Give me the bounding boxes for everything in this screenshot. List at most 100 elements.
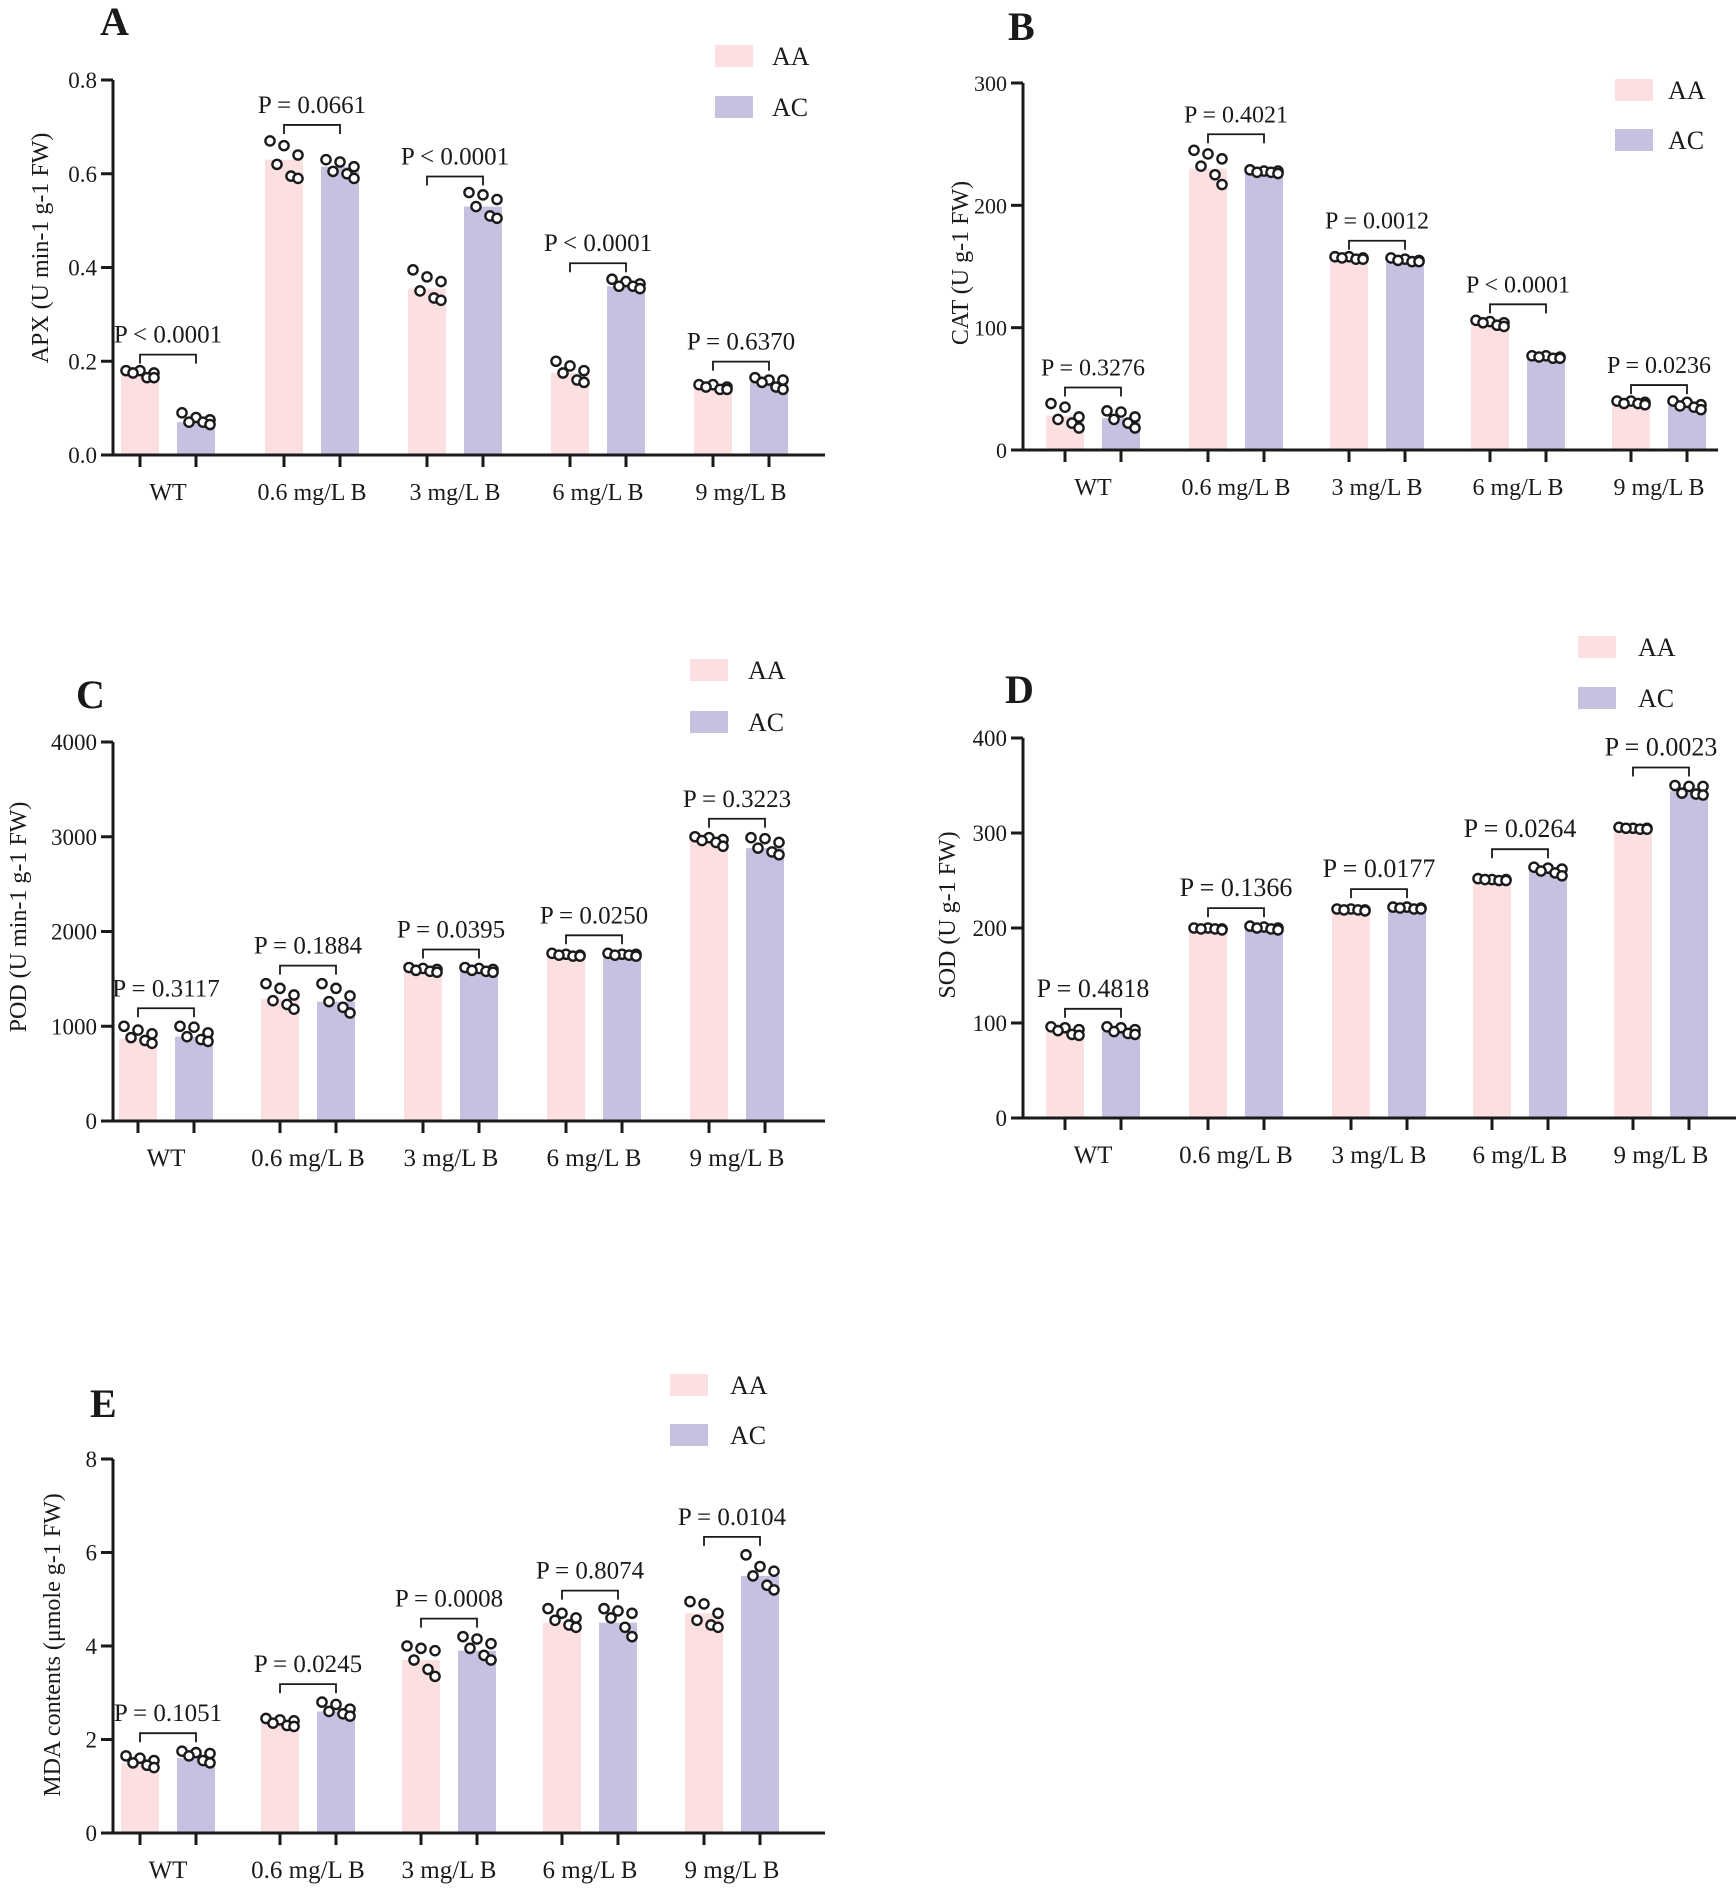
x-category-label: 0.6 mg/L B (251, 1145, 365, 1172)
data-point-aa (292, 149, 304, 161)
significance-bracket (283, 124, 341, 134)
data-point-aa (288, 989, 300, 1001)
bar-ac (1245, 171, 1283, 450)
x-category-label: 3 mg/L B (1331, 475, 1422, 501)
x-category-label: 3 mg/L B (404, 1145, 499, 1172)
data-point-aa (421, 271, 433, 283)
data-point-aa (1618, 397, 1630, 410)
data-point-aa (292, 172, 304, 185)
data-point-ac (1272, 924, 1284, 936)
p-value-annotation: P = 0.0023 (1605, 733, 1718, 762)
data-point-aa (1338, 904, 1350, 916)
bar-ac (317, 1711, 355, 1833)
y-tick-label: 0 (86, 1821, 98, 1846)
data-point-ac (348, 160, 360, 173)
panel-a-apx-chart: A APX (U min-1 g-1 FW) 0.0 0.2 0.4 0.6 0.8 WT… (28, 0, 825, 506)
data-point-ac (1392, 254, 1404, 267)
bar-ac (175, 1036, 213, 1121)
bar-aa (1471, 323, 1509, 450)
data-point-ac (1394, 902, 1406, 914)
bar-aa (404, 970, 442, 1121)
p-value-annotation: P = 0.8074 (536, 1558, 645, 1585)
data-point-aa (410, 964, 422, 977)
data-point-ac (485, 1654, 497, 1666)
p-value-annotation: P = 0.0250 (540, 902, 648, 929)
data-point-ac (202, 1035, 214, 1048)
data-point-aa (553, 949, 565, 961)
y-tick-label: 4 (86, 1634, 98, 1659)
data-point-aa (118, 1020, 130, 1033)
y-tick-label: 8 (86, 1447, 98, 1472)
data-point-aa (429, 1644, 441, 1657)
panel-b-y-axis-label: CAT (U g-1 FW) (948, 181, 974, 345)
data-point-ac (756, 376, 768, 389)
legend-swatch-ac (670, 1424, 708, 1446)
significance-bracket (1207, 907, 1265, 918)
bar-ac (321, 166, 359, 455)
data-point-ac (1533, 351, 1545, 363)
y-tick-label: 300 (974, 71, 1007, 96)
y-tick-label: 0.0 (68, 443, 97, 468)
data-point-aa (700, 381, 712, 393)
bar-ac (458, 1650, 496, 1833)
p-value-annotation: P = 0.0395 (397, 917, 505, 944)
data-point-ac (1535, 865, 1547, 877)
data-point-aa (1052, 1024, 1064, 1037)
bar-aa (690, 840, 728, 1121)
data-point-aa (721, 383, 733, 396)
data-point-ac (773, 848, 785, 861)
data-point-aa (1477, 316, 1489, 329)
data-point-aa (408, 1654, 420, 1666)
p-value-annotation: P = 0.0245 (254, 1651, 362, 1678)
bar-aa (402, 1660, 440, 1833)
data-point-aa (712, 1607, 724, 1620)
p-value-annotation: P = 0.3276 (1041, 356, 1145, 382)
data-point-ac (470, 200, 482, 213)
data-point-aa (1216, 153, 1228, 165)
data-point-ac (752, 842, 764, 854)
significance-bracket (1489, 303, 1547, 314)
y-tick-label: 4000 (51, 730, 97, 755)
x-category-label: 9 mg/L B (695, 480, 786, 506)
legend-swatch-ac (715, 96, 753, 118)
data-point-ac (466, 964, 478, 977)
panel-c-y-axis-label: POD (U min-1 g-1 FW) (6, 802, 32, 1033)
data-point-ac (768, 1584, 780, 1596)
data-point-ac (630, 950, 642, 962)
data-point-aa (274, 982, 286, 995)
bar-aa (1473, 879, 1511, 1118)
data-point-aa (717, 840, 729, 853)
data-point-aa (550, 355, 562, 368)
significance-bracket (1064, 1007, 1122, 1018)
significance-bracket (561, 1589, 619, 1600)
data-point-aa (1641, 823, 1653, 836)
data-point-ac (327, 165, 339, 178)
x-category-label: WT (149, 1857, 188, 1884)
data-point-ac (759, 832, 771, 845)
data-point-aa (1336, 252, 1348, 264)
y-tick-label: 6 (86, 1541, 98, 1566)
bar-aa (1614, 828, 1652, 1118)
legend-swatch-aa (670, 1374, 708, 1396)
data-point-aa (422, 1663, 434, 1676)
data-point-ac (1683, 780, 1695, 793)
y-tick-label: 0.6 (68, 162, 97, 187)
panel-d-letter: D (1005, 667, 1034, 712)
legend-label-aa: AA (772, 42, 810, 71)
bar-ac (464, 206, 502, 455)
data-point-ac (754, 1560, 766, 1573)
data-point-aa (712, 1621, 724, 1634)
significance-bracket (137, 1007, 195, 1018)
panel-e-letter: E (90, 1381, 117, 1426)
data-point-aa (1045, 397, 1057, 410)
data-point-ac (1556, 869, 1568, 882)
panel-a-letter: A (100, 0, 129, 44)
data-point-aa (271, 158, 283, 171)
data-point-aa (127, 367, 139, 379)
legend-swatch-ac (1578, 687, 1616, 709)
legend-swatch-aa (1578, 636, 1616, 658)
data-point-ac (176, 407, 188, 419)
data-point-ac (740, 1549, 752, 1561)
data-point-aa (435, 294, 447, 307)
y-tick-label: 0.4 (68, 256, 97, 281)
